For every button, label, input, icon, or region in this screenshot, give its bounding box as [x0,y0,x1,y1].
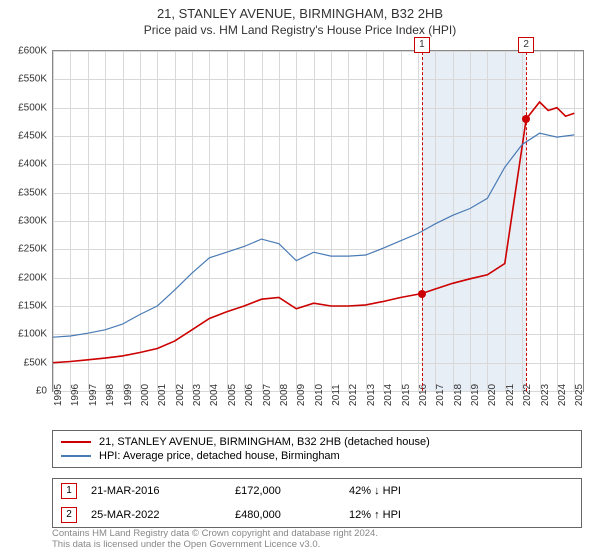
y-axis-tick-label: £350K [18,187,47,198]
chart-title: 21, STANLEY AVENUE, BIRMINGHAM, B32 2HB [0,0,600,23]
legend-swatch [61,441,91,443]
transaction-marker-dot [418,290,426,298]
root: 21, STANLEY AVENUE, BIRMINGHAM, B32 2HB … [0,0,600,560]
chart-subtitle: Price paid vs. HM Land Registry's House … [0,23,600,41]
series-svg [53,51,583,391]
y-axis-tick-label: £250K [18,244,47,255]
legend-label: 21, STANLEY AVENUE, BIRMINGHAM, B32 2HB … [99,436,430,448]
transaction-price: £480,000 [235,509,335,521]
transaction-date: 25-MAR-2022 [91,509,221,521]
y-axis-tick-label: £200K [18,272,47,283]
y-axis-tick-label: £0 [36,386,47,397]
y-axis-tick-label: £150K [18,301,47,312]
legend-swatch [61,455,91,457]
legend-item: HPI: Average price, detached house, Birm… [61,449,573,463]
transaction-row: 1 21-MAR-2016 £172,000 42% ↓ HPI [53,479,581,503]
series-line-price_paid [53,102,574,363]
transaction-marker-badge: 2 [61,507,77,523]
footer-line-1: Contains HM Land Registry data © Crown c… [52,528,582,539]
y-axis-tick-label: £400K [18,159,47,170]
transaction-price: £172,000 [235,485,335,497]
transaction-marker-dot [522,115,530,123]
y-axis-tick-label: £550K [18,74,47,85]
transaction-marker-badge: 1 [61,483,77,499]
chart-area: £0£50K£100K£150K£200K£250K£300K£350K£400… [52,50,584,392]
y-axis-tick-label: £100K [18,329,47,340]
y-axis-tick-label: £300K [18,216,47,227]
y-axis-tick-label: £450K [18,131,47,142]
legend: 21, STANLEY AVENUE, BIRMINGHAM, B32 2HB … [52,430,582,468]
footer-attribution: Contains HM Land Registry data © Crown c… [52,528,582,551]
legend-item: 21, STANLEY AVENUE, BIRMINGHAM, B32 2HB … [61,435,573,449]
series-line-hpi [53,133,574,337]
y-axis-tick-label: £600K [18,46,47,57]
transaction-delta: 42% ↓ HPI [349,485,469,497]
transaction-table: 1 21-MAR-2016 £172,000 42% ↓ HPI 2 25-MAR-202… [52,478,582,528]
transaction-delta: 12% ↑ HPI [349,509,469,521]
y-axis-tick-label: £50K [24,357,47,368]
transaction-row: 2 25-MAR-2022 £480,000 12% ↑ HPI [53,503,581,527]
legend-label: HPI: Average price, detached house, Birm… [99,450,340,462]
y-axis-tick-label: £500K [18,102,47,113]
transaction-date: 21-MAR-2016 [91,485,221,497]
footer-line-2: This data is licensed under the Open Gov… [52,539,582,550]
